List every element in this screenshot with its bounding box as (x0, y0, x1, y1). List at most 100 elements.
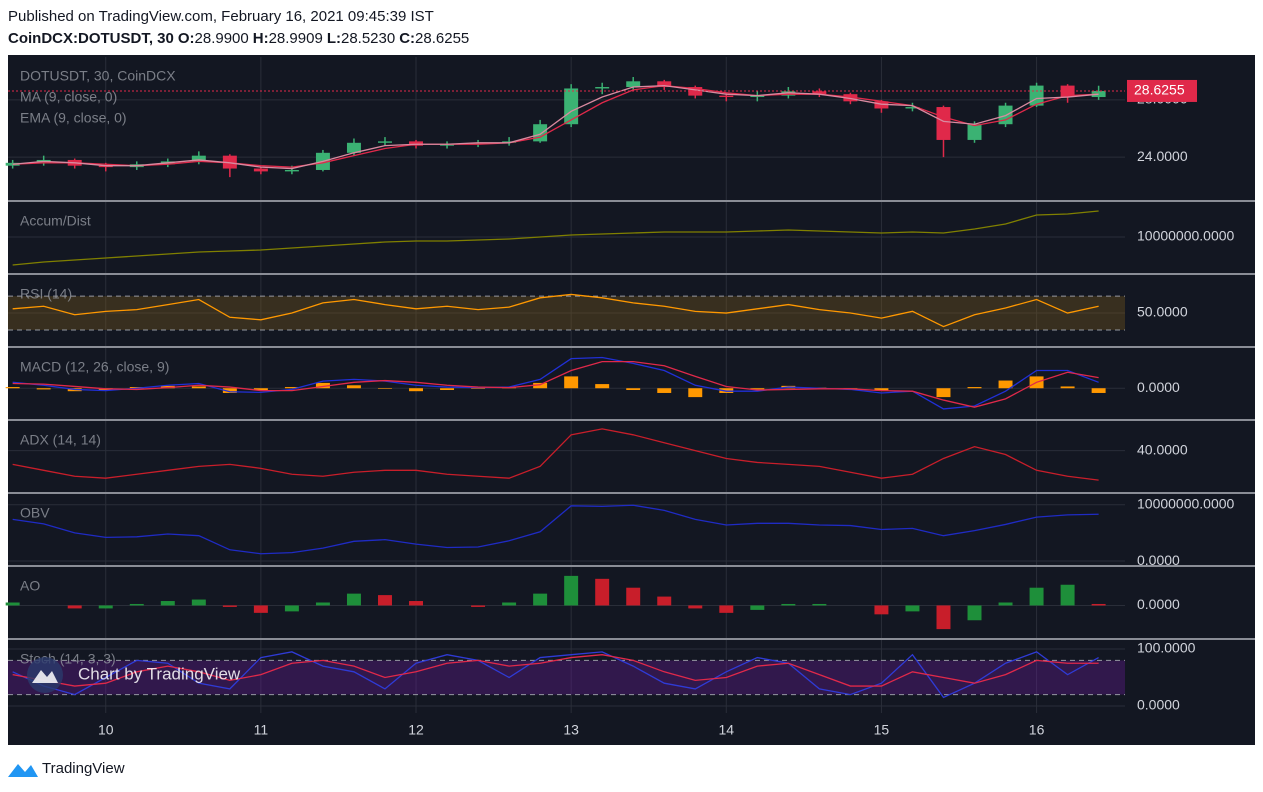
histogram-bar (160, 601, 175, 606)
histogram-bar (595, 384, 610, 389)
histogram-bar (719, 605, 734, 613)
watermark-text: Chart by TradingView (78, 664, 241, 683)
quote-key: H: (253, 30, 269, 47)
candle-body (843, 94, 858, 102)
histogram-bar (471, 388, 486, 389)
x-tick-label: 14 (719, 722, 735, 738)
candle-body (191, 155, 206, 162)
y-tick-label: 0.0000 (1137, 697, 1180, 713)
candle-body (98, 165, 113, 168)
histogram-bar (378, 388, 392, 389)
histogram-bar (222, 388, 237, 393)
histogram-bar (409, 601, 423, 606)
histogram-bar (657, 596, 672, 606)
histogram-bar (253, 605, 268, 613)
histogram-bar (967, 605, 982, 621)
pane-title: RSI (14) (20, 286, 72, 302)
band-fill (8, 296, 1125, 330)
histogram-bar (874, 388, 889, 391)
histogram-bar (626, 388, 641, 391)
histogram-bar (67, 605, 82, 609)
y-tick-label: 10000000.0000 (1137, 228, 1235, 244)
histogram-bar (129, 603, 144, 606)
pane-title: OBV (20, 505, 50, 521)
candle-body (595, 87, 610, 89)
x-tick-label: 13 (563, 722, 579, 738)
footer-logo (8, 764, 38, 777)
candle-body (967, 124, 982, 140)
pane-title: AO (20, 578, 40, 594)
quote-value: 28.6255 (415, 30, 469, 47)
series-line (12, 654, 1099, 687)
histogram-bar (1091, 388, 1106, 393)
candle-body (781, 91, 796, 96)
band-fill (8, 660, 1125, 695)
histogram-bar (440, 388, 455, 391)
published-line: Published on TradingView.com, February 1… (8, 8, 434, 25)
candle-body (936, 107, 951, 140)
symbol: CoinDCX:DOTUSDT, 30 (8, 30, 174, 47)
candle-body (626, 81, 641, 88)
y-tick-label: 24.0000 (1137, 148, 1188, 164)
candle-body (750, 95, 765, 98)
quote-key: L: (327, 30, 341, 47)
watermark: Chart by TradingView (27, 657, 241, 693)
candle-body (378, 141, 392, 143)
histogram-bar (98, 605, 113, 609)
x-tick-label: 11 (254, 722, 269, 738)
histogram-bar (1029, 587, 1044, 606)
y-tick-label: 50.0000 (1137, 304, 1188, 320)
histogram-bar (346, 385, 361, 389)
histogram-bar (284, 387, 299, 389)
last-price-box (1127, 79, 1197, 102)
pane-title: MACD (12, 26, close, 9) (20, 359, 169, 375)
quote-key: O: (178, 30, 195, 47)
quote-value: 28.9900 (195, 30, 249, 47)
histogram-bar (688, 605, 703, 609)
candle-body (253, 168, 268, 172)
histogram-bar (533, 593, 548, 606)
histogram-bar (781, 603, 796, 606)
histogram-bar (688, 388, 703, 398)
footer-brand: TradingView (42, 760, 125, 777)
pane-title: ADX (14, 14) (20, 432, 101, 448)
candle-body (533, 124, 548, 142)
histogram-bar (5, 602, 20, 606)
candle-body (222, 155, 237, 169)
histogram-bar (253, 388, 268, 391)
pane-title: DOTUSDT, 30, CoinDCX (20, 68, 176, 84)
histogram-bar (5, 387, 20, 389)
series-line (12, 210, 1099, 266)
quote-value: 28.5230 (341, 30, 395, 47)
histogram-bar (409, 388, 423, 392)
histogram-bar (626, 587, 641, 606)
candle-body (905, 107, 920, 109)
watermark-logo-mark (32, 670, 58, 683)
histogram-bar (905, 605, 920, 612)
x-tick-label: 10 (98, 722, 114, 738)
histogram-bar (471, 605, 486, 607)
histogram-bar (750, 605, 765, 610)
y-tick-label: 100.0000 (1137, 640, 1196, 656)
histogram-bar (533, 382, 548, 389)
candle-body (564, 88, 579, 125)
series-line (12, 428, 1099, 481)
candle-body (284, 169, 299, 172)
candle-body (657, 81, 672, 88)
histogram-bar (315, 602, 330, 606)
series-line (12, 360, 1099, 408)
series-line (12, 293, 1099, 328)
histogram-bar (191, 599, 206, 606)
y-tick-label: 0.0000 (1137, 379, 1180, 395)
histogram-bar (36, 388, 51, 390)
histogram-bar (874, 605, 889, 615)
histogram-bar (998, 380, 1013, 389)
candle-body (440, 144, 455, 146)
candle-body (1091, 90, 1106, 98)
histogram-bar (346, 593, 361, 606)
histogram-bar (284, 605, 299, 612)
last-price-label: 28.6255 (1134, 82, 1185, 98)
histogram-bar (564, 376, 579, 389)
series-line (12, 356, 1099, 410)
